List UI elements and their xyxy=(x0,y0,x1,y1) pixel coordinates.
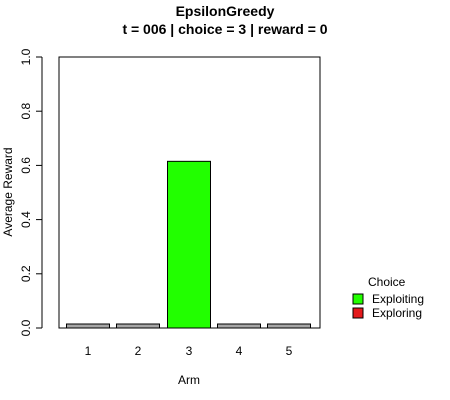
bar-arm-3 xyxy=(167,160,211,329)
x-tick-label: 3 xyxy=(186,344,193,358)
x-tick-label: 5 xyxy=(286,344,293,358)
bar-arm-4 xyxy=(217,323,261,329)
legend-swatch xyxy=(352,293,364,305)
y-axis-label: Average Reward xyxy=(1,147,15,236)
bar-arm-1 xyxy=(66,323,110,329)
y-tick-label: 0.8 xyxy=(19,103,33,120)
chart-subtitle: t = 006 | choice = 3 | reward = 0 xyxy=(122,21,328,37)
legend-label: Exploiting xyxy=(372,292,424,306)
bar-arm-2 xyxy=(116,323,160,329)
chart-title: EpsilonGreedy xyxy=(175,3,275,19)
y-tick-label: 0.6 xyxy=(19,157,33,174)
x-tick-label: 1 xyxy=(85,344,92,358)
y-tick-label: 0.2 xyxy=(19,265,33,282)
legend-swatch xyxy=(352,307,364,319)
x-tick-label: 4 xyxy=(236,344,243,358)
y-tick-label: 0.0 xyxy=(19,319,33,336)
y-tick-label: 1.0 xyxy=(19,48,33,65)
x-tick-label: 2 xyxy=(135,344,142,358)
legend-label: Exploring xyxy=(372,306,422,320)
bar-arm-5 xyxy=(267,323,311,329)
x-axis-label: Arm xyxy=(178,373,200,387)
y-tick-label: 0.4 xyxy=(19,211,33,228)
legend-title: Choice xyxy=(368,275,406,289)
